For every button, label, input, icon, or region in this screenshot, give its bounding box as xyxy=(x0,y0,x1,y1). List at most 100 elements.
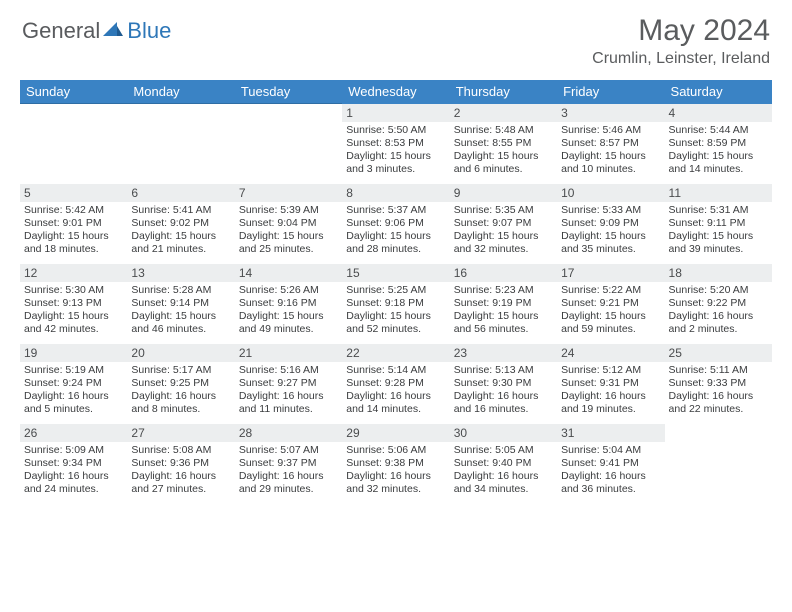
sunset-line: Sunset: 9:22 PM xyxy=(669,297,768,310)
day-number-cell: 23 xyxy=(450,344,557,362)
sunset-line: Sunset: 9:04 PM xyxy=(239,217,338,230)
daylight-line: Daylight: 15 hours and 21 minutes. xyxy=(131,230,230,256)
sunrise-line: Sunrise: 5:19 AM xyxy=(24,364,123,377)
daylight-line: Daylight: 16 hours and 22 minutes. xyxy=(669,390,768,416)
daylight-line: Daylight: 16 hours and 14 minutes. xyxy=(346,390,445,416)
sunrise-line: Sunrise: 5:33 AM xyxy=(561,204,660,217)
day-content-cell: Sunrise: 5:44 AMSunset: 8:59 PMDaylight:… xyxy=(665,122,772,184)
day-number-cell: 10 xyxy=(557,184,664,202)
day-content-cell xyxy=(127,122,234,184)
day-number-cell: 11 xyxy=(665,184,772,202)
logo: General Blue xyxy=(22,18,171,44)
day-number-cell: 26 xyxy=(20,424,127,442)
daynum-row: 1234 xyxy=(20,104,772,122)
daylight-line: Daylight: 16 hours and 8 minutes. xyxy=(131,390,230,416)
day-header-row: SundayMondayTuesdayWednesdayThursdayFrid… xyxy=(20,80,772,104)
day-number-cell: 3 xyxy=(557,104,664,122)
sunrise-line: Sunrise: 5:48 AM xyxy=(454,124,553,137)
day-content-cell: Sunrise: 5:39 AMSunset: 9:04 PMDaylight:… xyxy=(235,202,342,264)
sunset-line: Sunset: 9:40 PM xyxy=(454,457,553,470)
sunset-line: Sunset: 9:33 PM xyxy=(669,377,768,390)
sunset-line: Sunset: 9:37 PM xyxy=(239,457,338,470)
sunrise-line: Sunrise: 5:28 AM xyxy=(131,284,230,297)
day-number-cell: 5 xyxy=(20,184,127,202)
sunset-line: Sunset: 9:01 PM xyxy=(24,217,123,230)
day-number-cell: 20 xyxy=(127,344,234,362)
day-content-cell: Sunrise: 5:13 AMSunset: 9:30 PMDaylight:… xyxy=(450,362,557,424)
day-number-cell: 15 xyxy=(342,264,449,282)
day-number-cell: 1 xyxy=(342,104,449,122)
location: Crumlin, Leinster, Ireland xyxy=(592,50,770,68)
sunset-line: Sunset: 9:19 PM xyxy=(454,297,553,310)
content-row: Sunrise: 5:19 AMSunset: 9:24 PM Daylight:… xyxy=(20,362,772,424)
day-number-cell: 28 xyxy=(235,424,342,442)
day-number-cell: 30 xyxy=(450,424,557,442)
daylight-line: Daylight: 15 hours and 56 minutes. xyxy=(454,310,553,336)
day-number-cell: 27 xyxy=(127,424,234,442)
day-content-cell: Sunrise: 5:09 AMSunset: 9:34 PMDaylight:… xyxy=(20,442,127,504)
sunset-line: Sunset: 9:31 PM xyxy=(561,377,660,390)
daylight-line: Daylight: 16 hours and 16 minutes. xyxy=(454,390,553,416)
day-number-cell: 9 xyxy=(450,184,557,202)
day-number-cell: 21 xyxy=(235,344,342,362)
content-row: Sunrise: 5:09 AMSunset: 9:34 PMDaylight:… xyxy=(20,442,772,504)
day-content-cell: Sunrise: 5:23 AMSunset: 9:19 PMDaylight:… xyxy=(450,282,557,344)
sunset-line: Sunset: 9:11 PM xyxy=(669,217,768,230)
daylight-line: Daylight: 16 hours and 29 minutes. xyxy=(239,470,338,496)
day-number-cell: 29 xyxy=(342,424,449,442)
sunrise-line: Sunrise: 5:06 AM xyxy=(346,444,445,457)
sunrise-line: Sunrise: 5:46 AM xyxy=(561,124,660,137)
sunrise-line: Sunrise: 5:31 AM xyxy=(669,204,768,217)
daynum-row: 262728293031 xyxy=(20,424,772,442)
day-content-cell: Sunrise: 5:35 AMSunset: 9:07 PMDaylight:… xyxy=(450,202,557,264)
sunrise-line: Sunrise: 5:30 AM xyxy=(24,284,123,297)
day-content-cell: Sunrise: 5:33 AMSunset: 9:09 PMDaylight:… xyxy=(557,202,664,264)
sunset-line: Sunset: 9:28 PM xyxy=(346,377,445,390)
sunset-line: Sunset: 9:38 PM xyxy=(346,457,445,470)
day-content-cell: Sunrise: 5:11 AMSunset: 9:33 PMDaylight:… xyxy=(665,362,772,424)
day-number-cell: 8 xyxy=(342,184,449,202)
sunrise-line: Sunrise: 5:20 AM xyxy=(669,284,768,297)
sunset-line: Sunset: 9:14 PM xyxy=(131,297,230,310)
daylight-line: Daylight: 15 hours and 18 minutes. xyxy=(24,230,123,256)
sunrise-line: Sunrise: 5:26 AM xyxy=(239,284,338,297)
daynum-row: 567891011 xyxy=(20,184,772,202)
triangle-icon xyxy=(103,20,123,43)
sunrise-line: Sunrise: 5:13 AM xyxy=(454,364,553,377)
daylight-line: Daylight: 15 hours and 42 minutes. xyxy=(24,310,123,336)
day-content-cell: Sunrise: 5:14 AMSunset: 9:28 PMDaylight:… xyxy=(342,362,449,424)
day-number-cell: 14 xyxy=(235,264,342,282)
daylight-line: Daylight: 15 hours and 49 minutes. xyxy=(239,310,338,336)
day-content-cell: Sunrise: 5:28 AMSunset: 9:14 PMDaylight:… xyxy=(127,282,234,344)
sunset-line: Sunset: 8:55 PM xyxy=(454,137,553,150)
sunrise-line: Sunrise: 5:44 AM xyxy=(669,124,768,137)
day-number-cell xyxy=(235,104,342,122)
sunset-line: Sunset: 9:16 PM xyxy=(239,297,338,310)
sunset-line: Sunset: 8:53 PM xyxy=(346,137,445,150)
content-row: Sunrise: 5:42 AMSunset: 9:01 PMDaylight:… xyxy=(20,202,772,264)
daylight-line: Daylight: 16 hours and 2 minutes. xyxy=(669,310,768,336)
day-content-cell: Sunrise: 5:48 AMSunset: 8:55 PMDaylight:… xyxy=(450,122,557,184)
sunset-line: Sunset: 9:30 PM xyxy=(454,377,553,390)
header: General Blue May 2024 Crumlin, Leinster,… xyxy=(0,0,792,74)
day-content-cell: Sunrise: 5:41 AMSunset: 9:02 PMDaylight:… xyxy=(127,202,234,264)
day-header: Sunday xyxy=(20,80,127,104)
day-number-cell: 13 xyxy=(127,264,234,282)
day-number-cell: 4 xyxy=(665,104,772,122)
month-title: May 2024 xyxy=(592,14,770,48)
day-number-cell: 2 xyxy=(450,104,557,122)
sunset-line: Sunset: 9:24 PM xyxy=(24,377,123,390)
sunrise-line: Sunrise: 5:35 AM xyxy=(454,204,553,217)
sunset-line: Sunset: 9:25 PM xyxy=(131,377,230,390)
sunrise-line: Sunrise: 5:09 AM xyxy=(24,444,123,457)
sunrise-line: Sunrise: 5:50 AM xyxy=(346,124,445,137)
day-header: Friday xyxy=(557,80,664,104)
daylight-line: Daylight: 15 hours and 14 minutes. xyxy=(669,150,768,176)
sunrise-line: Sunrise: 5:05 AM xyxy=(454,444,553,457)
sunrise-line: Sunrise: 5:07 AM xyxy=(239,444,338,457)
day-content-cell: Sunrise: 5:46 AMSunset: 8:57 PMDaylight:… xyxy=(557,122,664,184)
day-number-cell: 25 xyxy=(665,344,772,362)
sunset-line: Sunset: 9:41 PM xyxy=(561,457,660,470)
daylight-line: Daylight: 15 hours and 28 minutes. xyxy=(346,230,445,256)
day-number-cell: 16 xyxy=(450,264,557,282)
